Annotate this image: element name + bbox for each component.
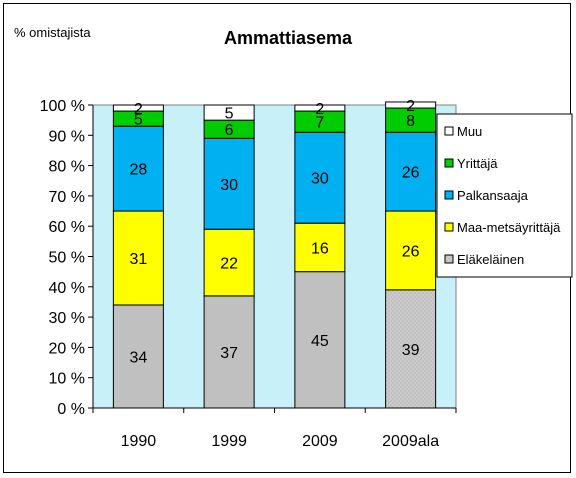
y-axis-label: % omistajista [14,25,91,40]
bar-segment [294,131,346,224]
bar-segment [203,104,255,121]
y-tick-label: 90 % [49,128,85,145]
data-label: 7 [315,115,324,132]
data-label: 39 [402,342,420,359]
chart-title: Ammattiasema [224,28,353,48]
y-tick-label: 40 % [49,280,85,297]
bar-segment [385,107,437,133]
legend-label: Palkansaaja [457,188,529,203]
data-label: 2 [134,101,143,118]
data-label: 28 [129,162,147,179]
data-label: 22 [220,256,238,273]
bar-segment [294,104,346,112]
legend-label: Muu [457,124,482,139]
legend-label: Maa-metsäyrittäjä [457,220,561,235]
data-label: 5 [225,106,234,123]
legend-box [436,113,573,278]
y-axis: 0 % 10 % 20 % 30 % 40 % 50 % 60 % 70 % 80 % 90 % 1… [40,98,94,418]
y-tick-label: 10 % [49,371,85,388]
data-label: 8 [406,113,415,130]
y-tick-label: 100 % [40,98,85,115]
bar-segment [385,289,437,409]
data-label: 31 [129,251,147,268]
y-tick-label: 20 % [49,340,85,357]
data-label: 37 [220,345,238,362]
legend-swatch [444,158,454,168]
data-label: 5 [134,112,143,129]
data-label: 26 [402,243,420,260]
bar-segment [294,222,346,273]
data-label: 45 [311,333,329,350]
data-label: 16 [311,240,329,257]
legend-label: Yrittäjä [457,156,498,171]
legend-swatch [444,190,454,200]
y-tick-label: 70 % [49,189,85,206]
bar-segment [385,210,437,291]
legend-label: Eläkeläinen [457,252,524,267]
y-tick-label: 30 % [49,310,85,327]
data-label: 30 [311,171,329,188]
x-tick-label: 2009 [302,433,338,450]
y-tick-label: 80 % [49,159,85,176]
bar-segment [385,101,437,109]
data-label: 6 [225,122,234,139]
data-label: 2 [406,98,415,115]
data-label: 34 [129,349,147,366]
x-tick-label: 2009ala [382,433,439,450]
y-tick-label: 0 % [57,401,85,418]
y-tick-label: 50 % [49,250,85,267]
data-label: 2 [315,101,324,118]
data-label: 30 [220,177,238,194]
legend-swatch [444,254,454,264]
data-label: 26 [402,165,420,182]
x-tick-label: 1990 [121,433,157,450]
legend-swatch [444,222,454,232]
legend: Muu Yrittäjä Palkansaaja Maa-metsäyrittäjä E… [436,113,573,278]
bar-segment [203,137,255,230]
bar-segment [385,131,437,212]
bar-segment [112,104,164,112]
legend-swatch [444,126,454,136]
x-axis: 1990 1999 2009 2009ala [92,407,457,450]
y-tick-label: 60 % [49,219,85,236]
bar-segment [203,295,255,409]
bar-segment [203,228,255,297]
x-tick-label: 1999 [211,433,247,450]
